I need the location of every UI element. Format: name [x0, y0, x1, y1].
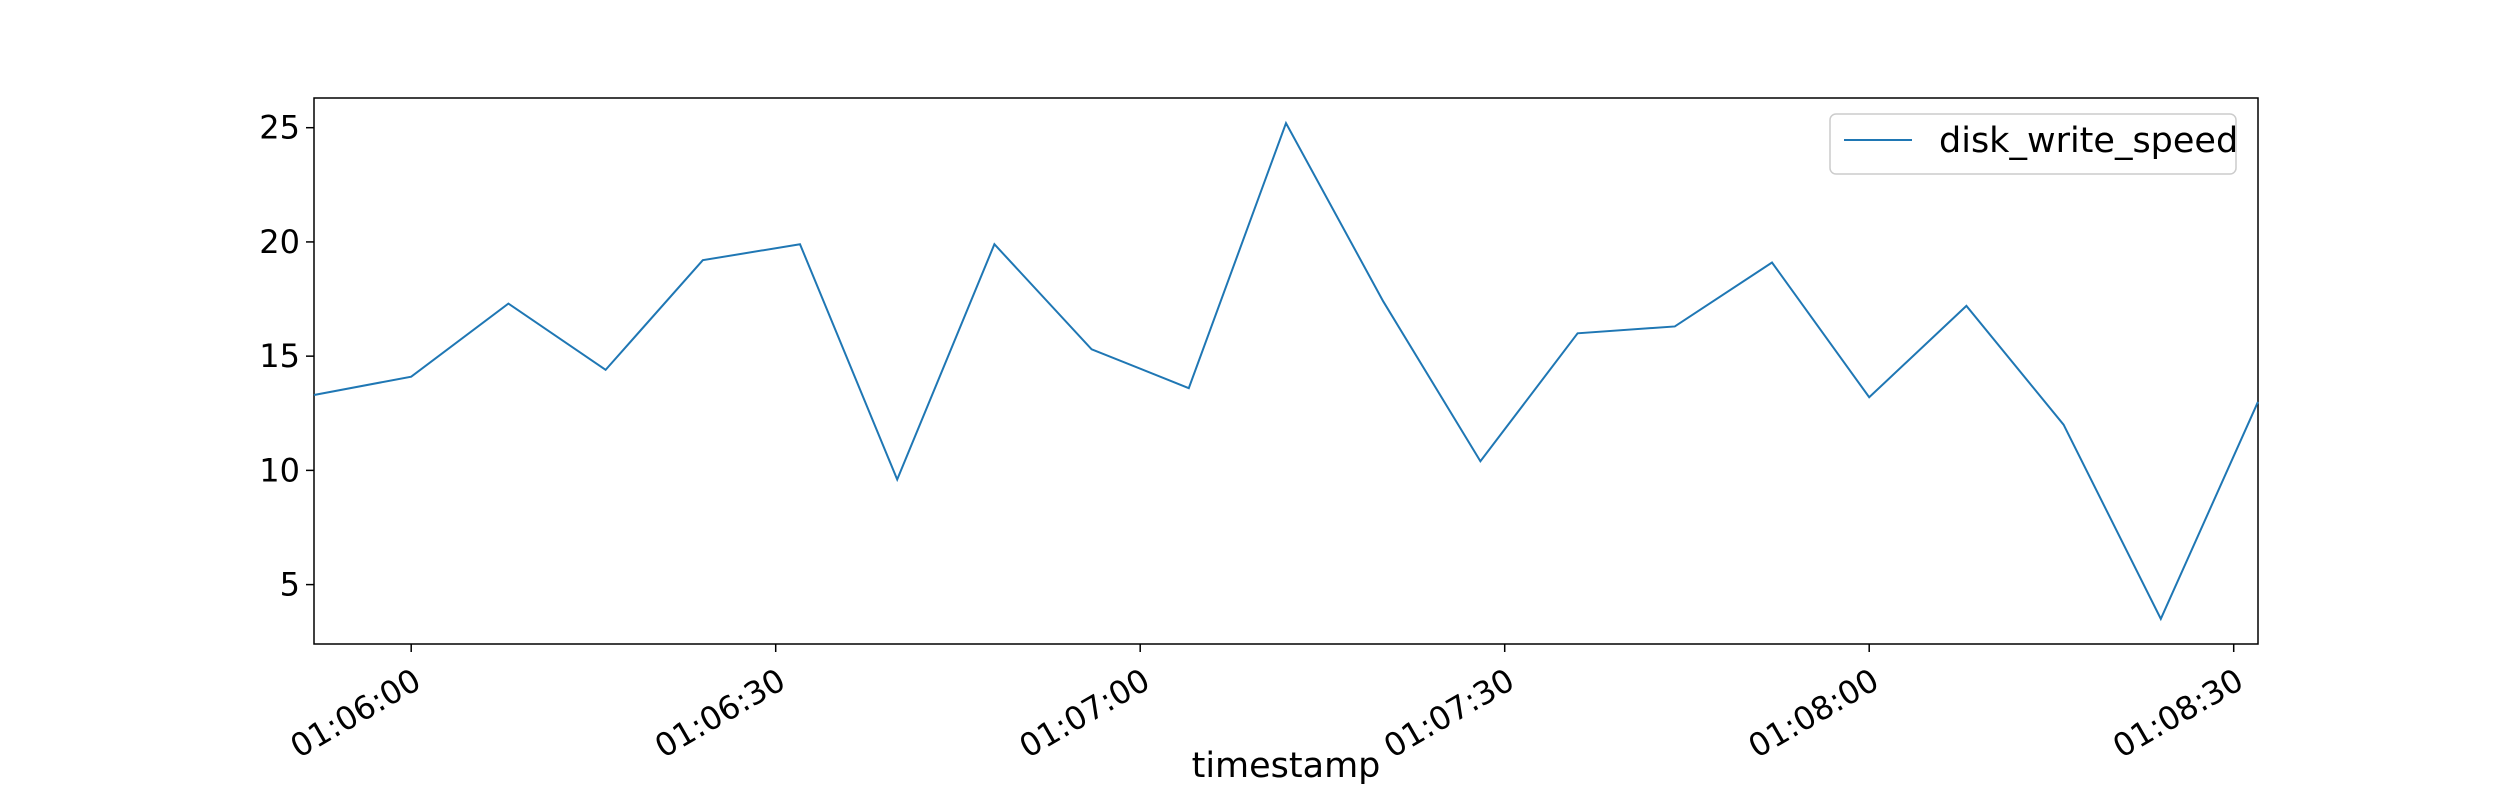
series-point-01-06-00	[411, 376, 412, 377]
x-axis-label: timestamp	[1192, 746, 1381, 786]
series-point-01-07-36	[1577, 333, 1578, 334]
y-axis-tick-label: 10	[259, 451, 300, 489]
y-axis-tick-label: 25	[259, 109, 300, 147]
series-point-01-08-32	[2258, 401, 2259, 402]
series-point-01-07-52	[1772, 262, 1773, 263]
series-point-01-08-24	[2160, 618, 2161, 619]
series-point-01-08-00	[1869, 397, 1870, 398]
series-point-01-07-20	[1383, 301, 1384, 302]
legend-label: disk_write_speed	[1939, 121, 2238, 161]
series-point-01-07-12	[1286, 123, 1287, 124]
series-point-01-06-56	[1091, 349, 1092, 350]
series-point-01-06-48	[994, 244, 995, 245]
legend-box	[1829, 113, 2237, 175]
series-point-01-08-08	[1966, 305, 1967, 306]
series-point-01-06-16	[605, 369, 606, 370]
series-point-01-06-32	[800, 244, 801, 245]
series-point-01-08-16	[2063, 424, 2064, 425]
series-point-01-07-28	[1480, 461, 1481, 462]
series-point-01-06-08	[508, 303, 509, 304]
series-point-01-05-52	[314, 394, 315, 395]
y-axis-tick-label: 5	[280, 566, 300, 604]
y-axis-tick-label: 20	[259, 223, 300, 261]
plot-frame	[313, 97, 2259, 645]
series-line-disk-write-speed	[313, 120, 2259, 622]
y-axis-tick-label: 15	[259, 337, 300, 375]
legend: disk_write_speed	[1829, 113, 2238, 175]
y-axis: 5 10 15 20 25	[259, 109, 314, 604]
series-point-01-06-40	[897, 479, 898, 480]
series-point-01-07-44	[1674, 326, 1675, 327]
series-point-01-07-04	[1188, 388, 1189, 389]
series-point-01-06-24	[702, 260, 703, 261]
